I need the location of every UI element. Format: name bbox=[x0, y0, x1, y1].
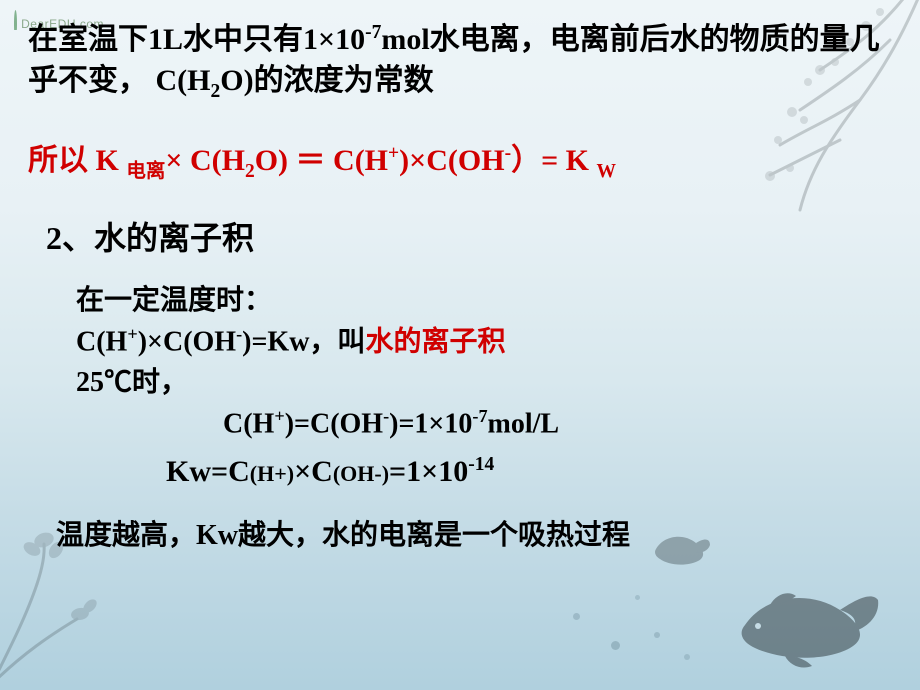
sup: -7 bbox=[472, 406, 487, 426]
text: 25℃时， bbox=[76, 367, 188, 398]
sub: 2 bbox=[245, 161, 255, 182]
text: 在室温下1L水中只有1×10 bbox=[28, 23, 365, 56]
text: Kw=C bbox=[166, 455, 250, 488]
sub: 电离 bbox=[126, 161, 165, 182]
sup: + bbox=[127, 324, 137, 344]
text: O) ＝ C(H bbox=[255, 144, 388, 177]
paragraph-conclusion: 温度越高，Kw越大，水的电离是一个吸热过程 bbox=[56, 513, 892, 553]
equation-kw: Kw=C(H+)×C(OH-)=1×10-14 bbox=[166, 454, 892, 489]
equation-red: 所以 K 电离× C(H2O) ＝ C(H+)×C(OH-）= K W bbox=[28, 135, 892, 183]
text-red: 水的离子积 bbox=[365, 327, 505, 358]
sub: 2 bbox=[211, 81, 221, 102]
paragraph-definition: 在一定温度时： C(H+)×C(OH-)=Kw，叫水的离子积 25℃时， bbox=[76, 281, 892, 404]
text: )=Kw，叫 bbox=[242, 327, 365, 358]
sup: + bbox=[274, 406, 284, 426]
text: mol/L bbox=[488, 408, 560, 439]
paragraph-intro: 在室温下1L水中只有1×10-7mol水电离，电离前后水的物质的量几乎不变， C… bbox=[28, 20, 892, 105]
sub: W bbox=[597, 161, 617, 182]
text: 所以 K bbox=[28, 144, 126, 177]
text: )=1×10 bbox=[389, 408, 472, 439]
text: C(H bbox=[223, 408, 274, 439]
slide-content: 在室温下1L水中只有1×10-7mol水电离，电离前后水的物质的量几乎不变， C… bbox=[0, 0, 920, 553]
ink-fish-large bbox=[730, 570, 880, 670]
text: ×C bbox=[294, 455, 333, 488]
sub-paren: (OH-) bbox=[333, 461, 389, 486]
sup: -14 bbox=[468, 454, 494, 475]
sub-paren: (H+) bbox=[250, 461, 294, 486]
text: =1×10 bbox=[389, 455, 468, 488]
sup: -7 bbox=[365, 22, 381, 43]
text: 在一定温度时： bbox=[76, 285, 272, 316]
equation-concentration: C(H+)=C(OH-)=1×10-7mol/L bbox=[223, 406, 892, 440]
text: )×C(OH bbox=[138, 327, 236, 358]
text: O)的浓度为常数 bbox=[220, 64, 433, 97]
heading-2: 2、水的离子积 bbox=[46, 213, 892, 259]
text: )×C(OH bbox=[399, 144, 504, 177]
text: ）= K bbox=[511, 144, 596, 177]
sup: + bbox=[388, 143, 399, 164]
text: )=C(OH bbox=[285, 408, 383, 439]
text: C(H bbox=[76, 327, 127, 358]
text: × C(H bbox=[165, 144, 245, 177]
